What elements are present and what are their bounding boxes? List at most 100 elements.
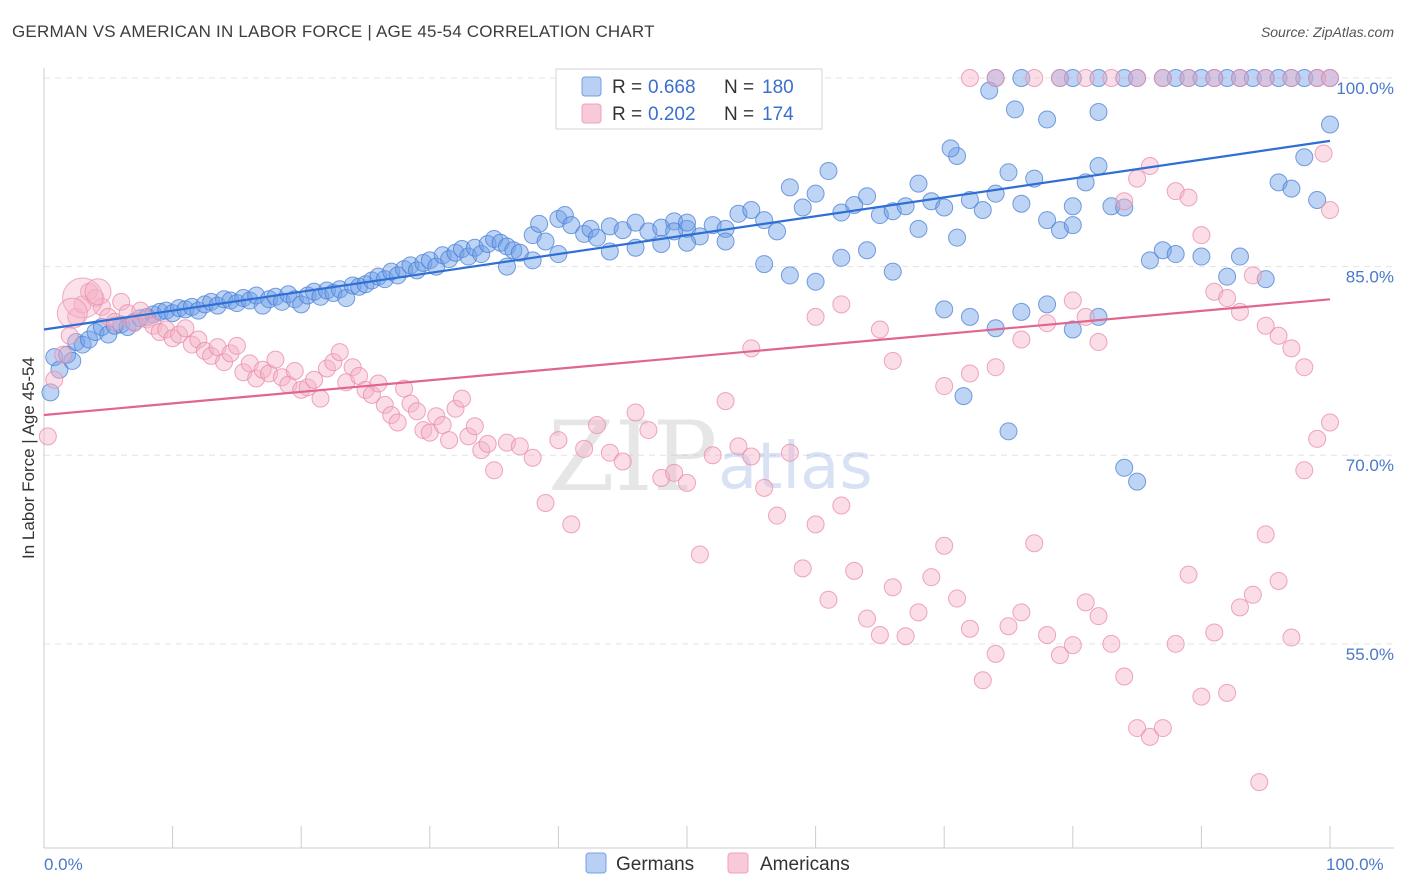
data-point-germans [1063,216,1082,235]
data-point-americans [896,627,915,646]
data-point-germans [1115,458,1134,477]
data-point-germans [1166,245,1185,264]
data-point-americans [1256,525,1275,544]
data-point-americans [1115,667,1134,686]
data-point-americans [999,617,1018,636]
bottom-legend-swatch-germans [585,852,607,874]
data-point-americans [452,389,471,408]
data-point-americans [883,351,902,370]
bottom-legend-swatch-americans [727,852,749,874]
data-point-americans [388,413,407,432]
data-point-germans [536,232,555,251]
data-point-americans [324,353,343,372]
data-point-americans [665,463,684,482]
data-point-germans [954,387,973,406]
data-point-americans [716,392,735,411]
data-point-americans [176,319,195,338]
data-point-americans [1153,719,1172,738]
data-point-americans [189,330,208,349]
data-point-americans [845,561,864,580]
data-point-americans [221,344,240,363]
data-point-americans [626,403,645,422]
data-point-germans [768,222,787,241]
data-point-americans [1250,773,1269,792]
data-point-americans [935,377,954,396]
data-point-americans [768,506,787,525]
data-point-americans [311,389,330,408]
data-point-americans [1321,69,1339,87]
data-point-germans [1269,69,1288,87]
data-point-germans [1128,472,1147,491]
data-point-germans [1282,179,1301,198]
y-tick-label: 85.0% [1346,268,1394,287]
data-point-americans [1269,326,1288,345]
watermark-zip: ZIP [548,401,717,513]
data-point-americans [806,515,825,534]
data-point-germans [626,213,645,232]
data-point-americans [1256,316,1275,335]
data-point-germans [973,201,992,220]
data-point-germans [858,241,877,260]
data-point-americans [1269,571,1288,590]
data-point-americans [395,379,414,398]
y-tick-label: 55.0% [1346,645,1394,664]
data-point-germans [678,213,696,232]
data-point-americans [562,515,581,534]
stats-legend-swatch-germans [581,76,602,97]
data-point-germans [1218,267,1237,286]
data-point-germans [1012,194,1031,213]
data-point-americans [54,345,73,364]
chart-source: Source: ZipAtlas.com [1260,24,1394,40]
data-point-americans [343,358,362,377]
data-point-americans [1012,330,1031,349]
data-point-germans [780,178,799,197]
trend-line-americans [43,298,1331,417]
data-point-americans [1050,646,1069,665]
data-point-americans [446,399,465,418]
data-point-germans [1063,69,1082,87]
data-point-germans [472,245,491,264]
data-point-americans [375,395,394,414]
data-point-americans [1321,201,1339,220]
data-point-germans [1192,247,1211,266]
data-point-germans [883,262,902,281]
data-point-americans [1128,69,1147,87]
chart-title: GERMAN VS AMERICAN IN LABOR FORCE | AGE … [12,22,655,41]
data-point-americans [613,452,632,471]
data-point-americans [960,69,979,87]
data-point-germans [948,146,967,165]
y-axis-label: In Labor Force | Age 45-54 [19,357,38,559]
data-point-americans [1321,413,1339,432]
data-point-germans [452,240,471,259]
data-point-americans [1179,69,1198,87]
data-point-germans [63,351,82,370]
data-point-germans [1140,251,1159,270]
data-point-germans [105,316,124,335]
data-point-americans [305,370,324,389]
data-point-americans [60,326,79,345]
data-point-americans [1166,634,1185,653]
data-point-germans [986,184,1005,203]
data-point-americans [478,434,497,453]
data-point-americans [1025,534,1044,553]
data-point-germans [1038,295,1057,314]
data-point-americans [266,350,285,369]
data-point-americans [639,421,658,440]
data-point-americans [703,446,722,465]
data-point-americans [986,644,1005,663]
data-point-americans [1205,623,1224,642]
data-point-americans [819,590,838,609]
data-point-americans [575,439,594,458]
data-point-americans [832,496,851,515]
data-point-germans [1115,69,1134,87]
data-point-germans [587,228,606,247]
data-point-americans [227,336,246,355]
data-point-germans [960,307,979,326]
data-point-germans [523,251,542,270]
data-point-americans [742,447,761,466]
data-point-americans [1076,69,1095,87]
stats-legend-n-label-americans: N = [724,104,754,125]
data-point-germans [1192,69,1211,87]
data-point-americans [587,416,606,435]
